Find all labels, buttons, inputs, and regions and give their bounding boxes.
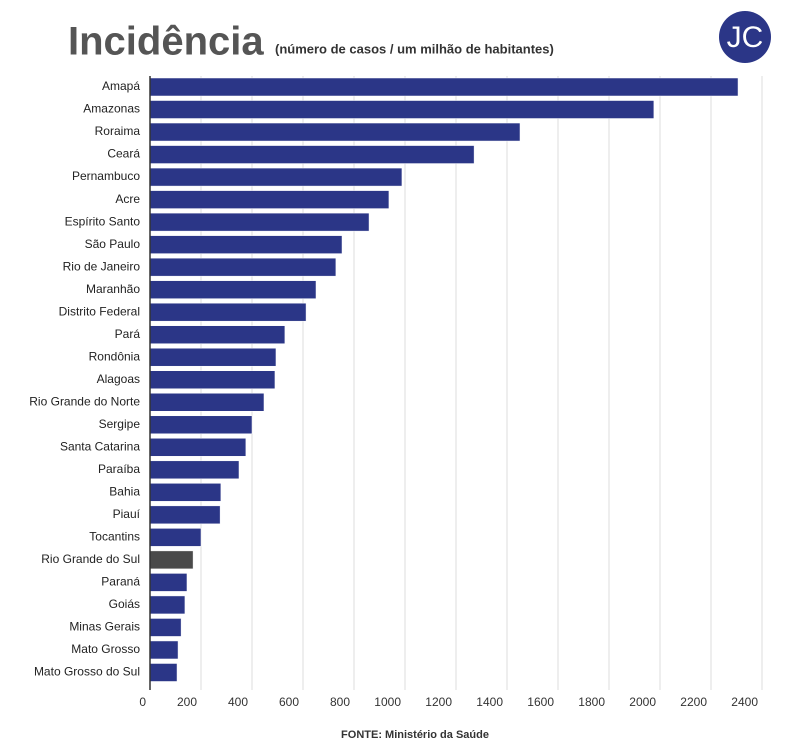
y-tick-label: Bahia	[109, 485, 140, 499]
bar	[149, 212, 370, 232]
bar	[149, 77, 739, 97]
y-tick-label: Ceará	[107, 147, 140, 161]
y-tick-label: Distrito Federal	[59, 304, 140, 318]
bar	[149, 190, 390, 209]
bar	[149, 145, 475, 164]
bar	[149, 483, 222, 502]
bar	[149, 550, 194, 570]
x-tick-label: 2200	[680, 695, 707, 709]
bar	[149, 280, 317, 299]
y-tick-label: Maranhão	[86, 282, 140, 296]
y-tick-label: Sergipe	[99, 417, 141, 431]
logo-circle	[719, 11, 771, 63]
y-tick-label: Rio Grande do Norte	[29, 394, 140, 408]
y-tick-label: Rio Grande do Sul	[41, 552, 140, 566]
x-tick-label: 1800	[578, 695, 605, 709]
y-tick-label: Alagoas	[97, 372, 140, 386]
y-tick-label: Santa Catarina	[60, 439, 140, 453]
bar	[149, 235, 343, 254]
bar	[149, 618, 182, 637]
y-tick-label: Pará	[115, 327, 141, 341]
y-tick-label: Minas Gerais	[69, 620, 140, 634]
x-tick-label: 2000	[629, 695, 656, 709]
x-tick-label: 1200	[425, 695, 452, 709]
y-tick-label: Pernambuco	[72, 169, 140, 183]
bar	[149, 393, 265, 412]
bar	[149, 167, 403, 187]
x-tick-label: 0	[139, 695, 146, 709]
bar	[149, 370, 276, 389]
y-tick-label: São Paulo	[85, 237, 141, 251]
x-tick-label: 1000	[374, 695, 401, 709]
y-tick-label: Rondônia	[89, 349, 141, 363]
y-tick-label: Roraima	[95, 124, 141, 138]
bar	[149, 528, 202, 547]
bar	[149, 302, 307, 322]
chart-title: Incidência	[68, 20, 264, 64]
y-tick-label: Paraná	[101, 575, 140, 589]
bar	[149, 663, 178, 682]
x-tick-label: 1400	[476, 695, 503, 709]
x-tick-label: 2400	[731, 695, 758, 709]
y-tick-label: Paraíba	[98, 462, 140, 476]
bar	[149, 573, 188, 592]
y-tick-label: Rio de Janeiro	[63, 259, 141, 273]
y-tick-label: Mato Grosso do Sul	[34, 665, 140, 679]
bar	[149, 415, 253, 435]
y-tick-label: Espírito Santo	[65, 214, 141, 228]
bar	[149, 122, 521, 142]
bar	[149, 438, 247, 457]
y-tick-label: Amapá	[102, 79, 140, 93]
bar	[149, 325, 286, 344]
x-tick-label: 600	[279, 695, 299, 709]
chart-subtitle: (número de casos / um milhão de habitant…	[275, 41, 554, 56]
bar	[149, 257, 337, 277]
y-tick-label: Mato Grosso	[71, 642, 140, 656]
y-tick-label: Tocantins	[89, 530, 140, 544]
bar	[149, 347, 277, 367]
y-tick-label: Amazonas	[83, 102, 140, 116]
bar	[149, 595, 186, 615]
y-tick-label: Piauí	[113, 507, 141, 521]
x-tick-label: 200	[177, 695, 197, 709]
bar	[149, 505, 221, 525]
bar	[149, 460, 240, 480]
source: FONTE: Ministério da Saúde	[341, 729, 489, 741]
bar	[149, 100, 655, 119]
x-tick-label: 800	[330, 695, 350, 709]
y-tick-label: Goiás	[109, 597, 140, 611]
x-tick-label: 1600	[527, 695, 554, 709]
logo: JC	[727, 21, 764, 54]
y-tick-label: Acre	[115, 192, 140, 206]
x-tick-label: 400	[228, 695, 248, 709]
bar	[149, 640, 179, 660]
